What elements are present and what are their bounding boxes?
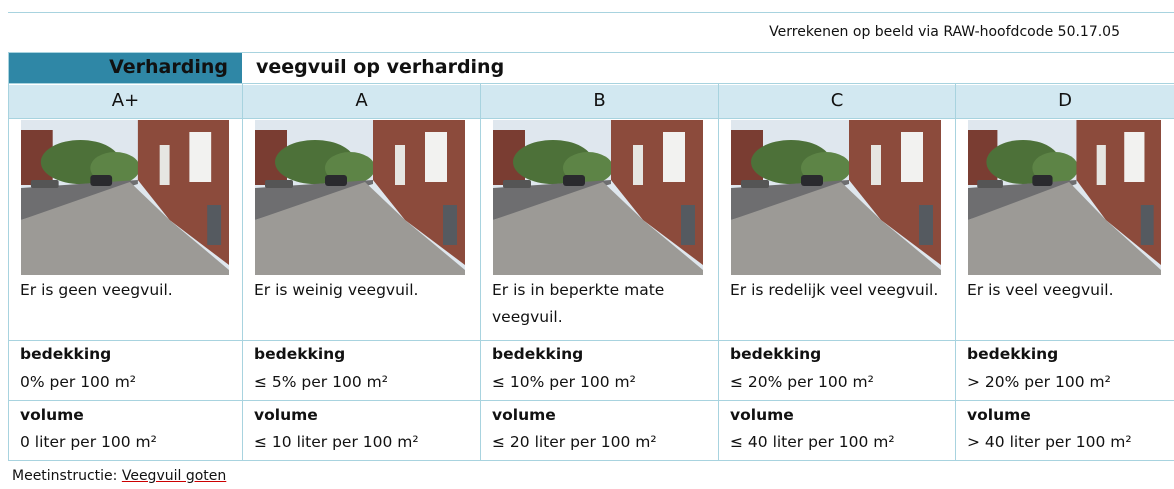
grade: A	[243, 85, 480, 118]
coverage-label: bedekking	[254, 345, 346, 363]
border	[8, 400, 1174, 401]
coverage-label: bedekking	[492, 345, 584, 363]
photo	[21, 120, 229, 275]
border	[8, 83, 1174, 84]
border	[242, 84, 243, 460]
volume-label: volume	[730, 406, 794, 424]
border	[8, 12, 1174, 13]
volume-value: ≤ 40 liter per 100 m²	[730, 433, 895, 451]
coverage-label: bedekking	[730, 345, 822, 363]
volume-label: volume	[254, 406, 318, 424]
description: Er is geen veegvuil.	[20, 281, 173, 299]
coverage-value: 0% per 100 m²	[20, 373, 137, 391]
footer-link[interactable]: Veegvuil goten	[121, 468, 227, 484]
section-label: Verharding	[8, 53, 242, 83]
description: Er is redelijk veel veegvuil.	[730, 281, 939, 299]
border	[955, 84, 956, 460]
border	[8, 52, 1174, 53]
photo-frame	[21, 120, 229, 275]
volume-value: > 40 liter per 100 m²	[967, 433, 1132, 451]
photo-frame	[731, 120, 941, 275]
footer-prefix: Meetinstructie:	[12, 468, 118, 484]
description: Er is in beperkte mate veegvuil.	[492, 281, 665, 326]
grade: C	[719, 85, 955, 118]
photo-frame	[968, 120, 1161, 275]
volume-value: ≤ 20 liter per 100 m²	[492, 433, 657, 451]
coverage-label: bedekking	[967, 345, 1059, 363]
table-title: veegvuil op verharding	[256, 56, 505, 78]
coverage-value: > 20% per 100 m²	[967, 373, 1111, 391]
grade: B	[481, 85, 718, 118]
border	[480, 84, 481, 460]
border	[718, 84, 719, 460]
photo	[493, 120, 703, 275]
volume-label: volume	[492, 406, 556, 424]
photo	[255, 120, 465, 275]
border	[8, 118, 1174, 119]
coverage-value: ≤ 10% per 100 m²	[492, 373, 636, 391]
photo	[731, 120, 941, 275]
grade: A+	[9, 85, 242, 118]
border	[8, 340, 1174, 341]
description: Er is veel veegvuil.	[967, 281, 1114, 299]
volume-value: ≤ 10 liter per 100 m²	[254, 433, 419, 451]
coverage-value: ≤ 20% per 100 m²	[730, 373, 874, 391]
photo-frame	[255, 120, 465, 275]
border	[8, 52, 9, 460]
grade: D	[956, 85, 1174, 118]
photo-frame	[493, 120, 703, 275]
description: Er is weinig veegvuil.	[254, 281, 419, 299]
photo	[968, 120, 1161, 275]
volume-label: volume	[20, 406, 84, 424]
coverage-label: bedekking	[20, 345, 112, 363]
coverage-value: ≤ 5% per 100 m²	[254, 373, 388, 391]
volume-label: volume	[967, 406, 1031, 424]
footer: Meetinstructie: Veegvuil goten	[12, 468, 226, 484]
border	[8, 460, 1174, 461]
volume-value: 0 liter per 100 m²	[20, 433, 157, 451]
reference: Verrekenen op beeld via RAW-hoofdcode 50…	[769, 24, 1120, 40]
